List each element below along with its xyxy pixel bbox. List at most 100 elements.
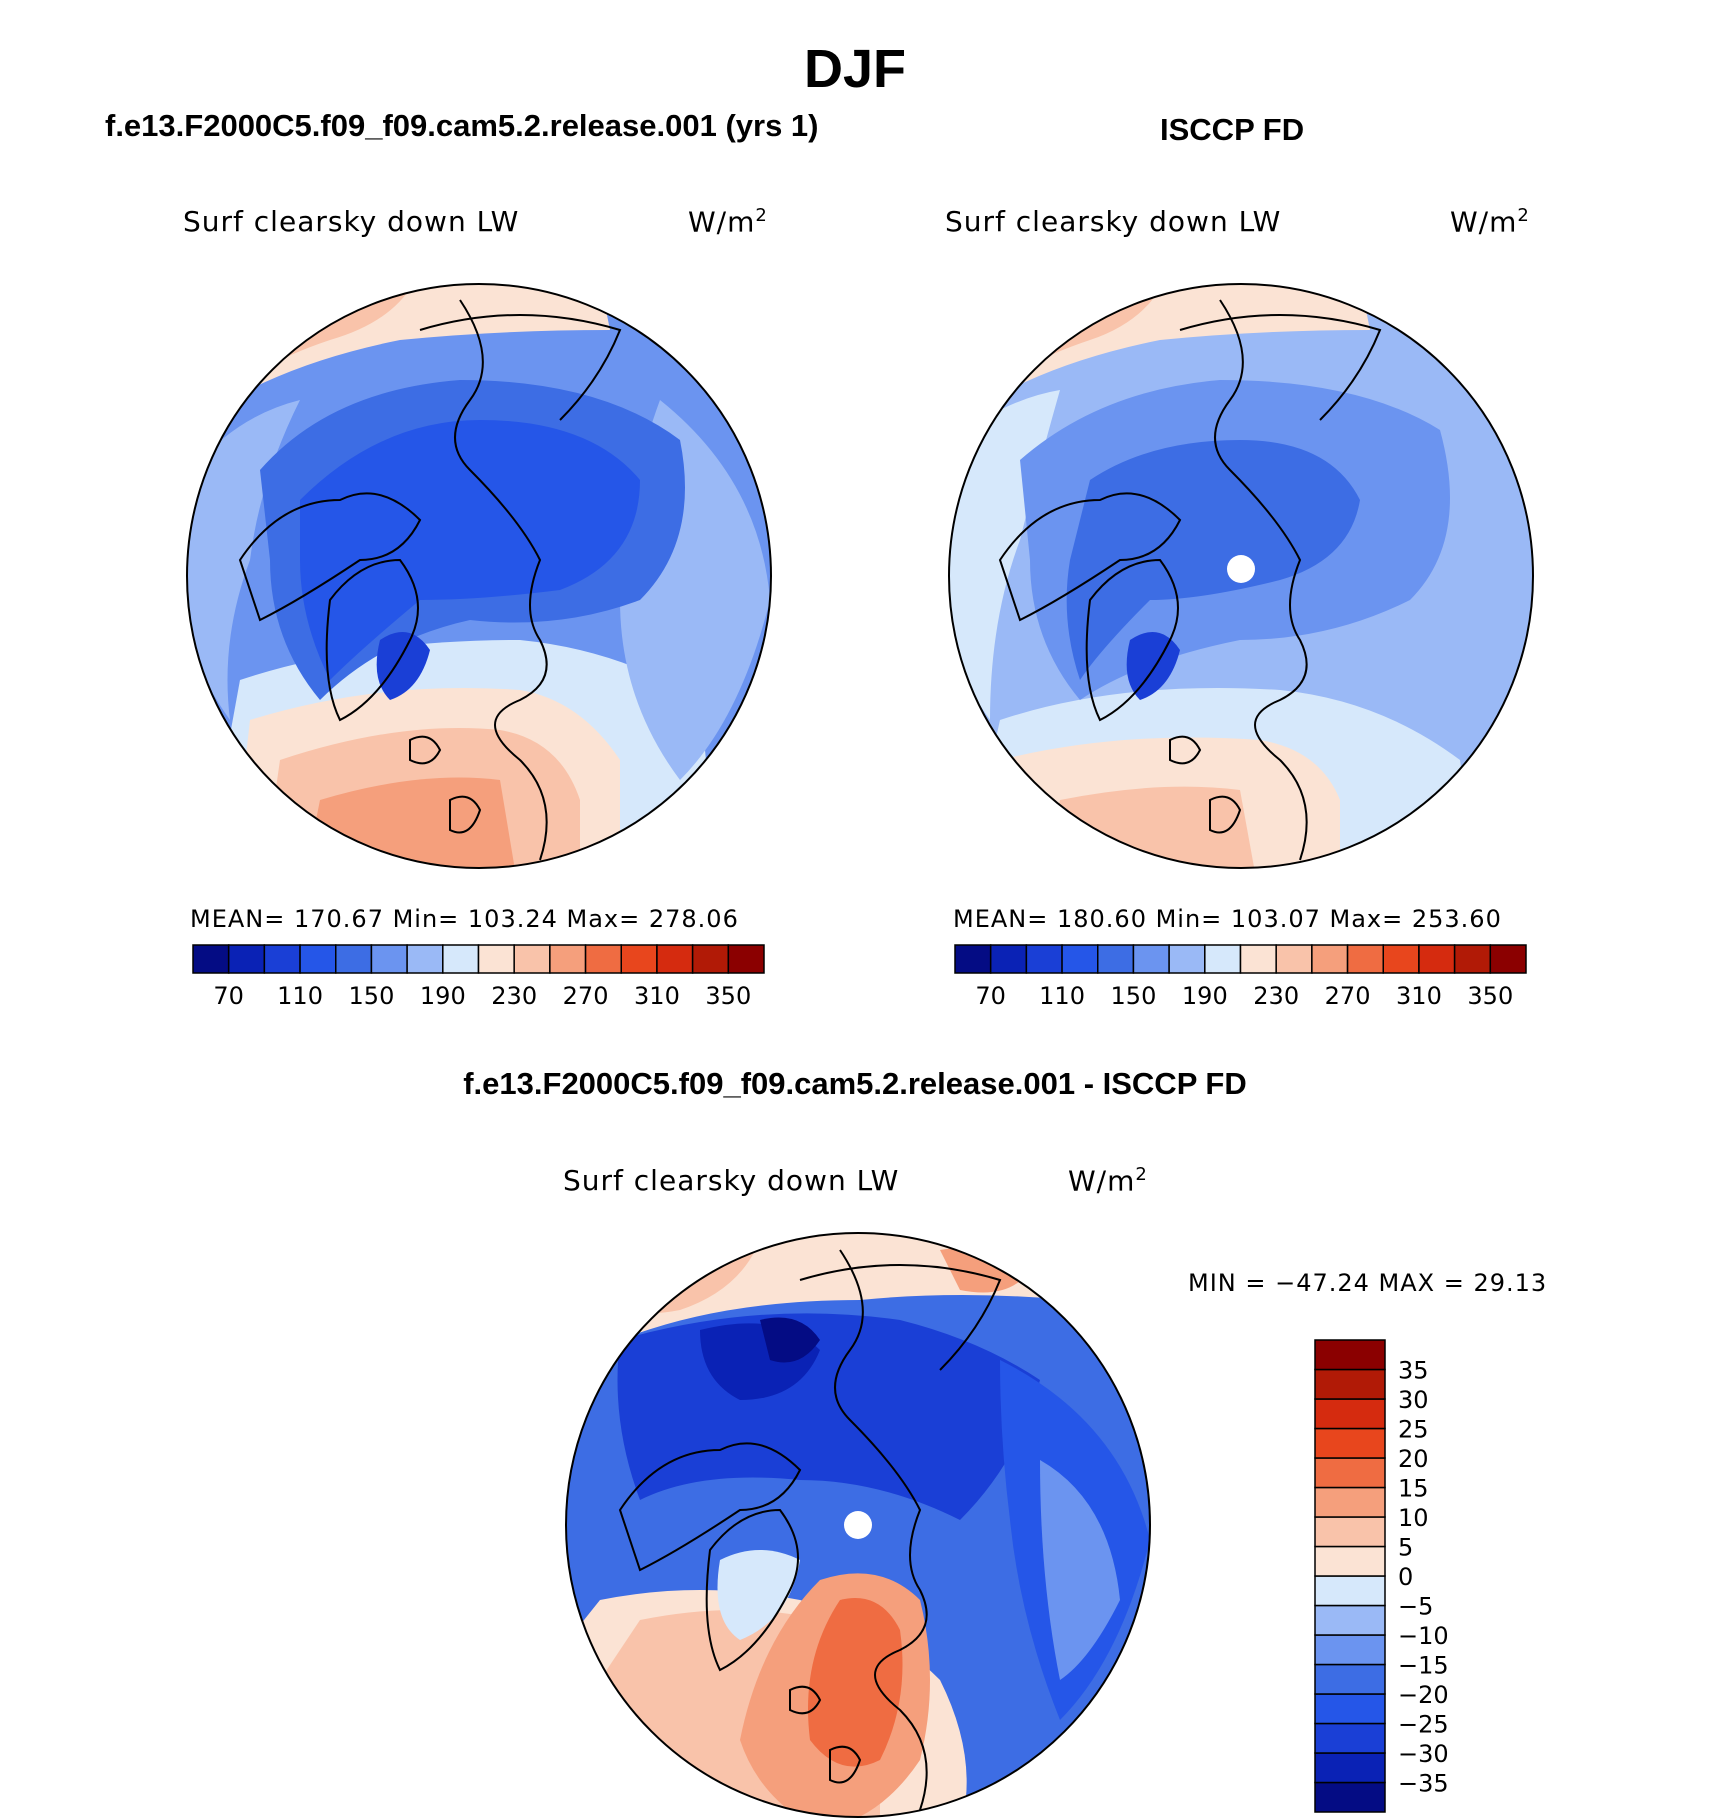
map1-band <box>376 632 430 700</box>
colorbar-swatch <box>227 944 266 974</box>
colorbar-swatch <box>691 944 730 974</box>
map-isccp <box>949 284 1533 868</box>
left-panel-title: f.e13.F2000C5.f09_f09.cam5.2.release.001… <box>105 108 819 143</box>
colorbar-tick-label: −25 <box>1398 1711 1449 1739</box>
colorbar-swatch <box>1132 944 1170 974</box>
map2-outline <box>948 283 1534 869</box>
colorbar-isccp: 70 110 150 190 230 270 310 350 <box>954 944 1527 1010</box>
map1-outline <box>186 283 772 869</box>
colorbar-swatch <box>549 944 587 974</box>
colorbar-swatch <box>1314 1486 1386 1518</box>
colorbar-swatch <box>620 944 658 974</box>
colorbar-swatch <box>1204 944 1242 974</box>
colorbar-tick-label: 310 <box>634 982 680 1010</box>
colorbar-swatch <box>1314 1339 1386 1371</box>
colorbar-swatch <box>1418 944 1456 974</box>
colorbar-tick-label: 15 <box>1398 1475 1429 1503</box>
colorbar-tick-label: 30 <box>1398 1386 1429 1414</box>
right-panel-title: ISCCP FD <box>1160 112 1305 147</box>
panel2-stats: MEAN= 180.60 Min= 103.07 Max= 253.60 <box>953 905 1502 933</box>
colorbar-swatch <box>1314 1545 1386 1577</box>
colorbar-swatch <box>1239 944 1277 974</box>
map3-band <box>808 1598 903 1767</box>
colorbar-swatch <box>477 944 515 974</box>
colorbar-swatch <box>406 944 444 974</box>
colorbar-swatch <box>1314 1722 1386 1754</box>
colorbar-swatch <box>1314 1516 1386 1548</box>
panel3-units-label: W/m2 <box>1068 1164 1148 1198</box>
colorbar-tick-label: 70 <box>213 982 244 1010</box>
map3-band <box>717 1550 800 1640</box>
colorbar-tick-label: 230 <box>491 982 537 1010</box>
colorbar-model: 70 110 150 190 230 270 310 350 <box>192 944 765 1010</box>
colorbar-swatch <box>1314 1427 1386 1459</box>
colorbar-swatch <box>1314 1457 1386 1489</box>
colorbar-tick-label: 230 <box>1253 982 1299 1010</box>
colorbar-swatch <box>1489 944 1527 974</box>
colorbar-swatch <box>192 944 230 974</box>
colorbar-swatch <box>1314 1693 1386 1725</box>
map2-band <box>1040 786 1260 868</box>
colorbar-tick-label: 350 <box>705 982 751 1010</box>
colorbar-swatch <box>584 944 622 974</box>
colorbar-tick-label: 190 <box>1182 982 1228 1010</box>
colorbar-tick-label: 10 <box>1398 1504 1429 1532</box>
map3-pole-gap <box>844 1511 872 1539</box>
map-model <box>187 284 771 868</box>
colorbar-tick-label: 350 <box>1467 982 1513 1010</box>
colorbar-swatch <box>1382 944 1420 974</box>
colorbar-tick-label: −15 <box>1398 1652 1449 1680</box>
panel1-units-label: W/m2 <box>688 205 768 239</box>
colorbar-swatch <box>954 944 992 974</box>
colorbar-swatch <box>989 944 1028 974</box>
colorbar-swatch <box>1314 1752 1386 1784</box>
colorbar-swatch <box>1314 1781 1386 1813</box>
map3-band <box>1040 1460 1120 1680</box>
colorbar-swatch <box>370 944 408 974</box>
figure-title: DJF <box>803 39 906 99</box>
panel2-variable-label: Surf clearsky down LW <box>945 205 1282 238</box>
colorbar-tick-label: −35 <box>1398 1770 1449 1798</box>
colorbar-swatch <box>1314 1368 1386 1400</box>
colorbar-swatch <box>1168 944 1206 974</box>
colorbar-swatch <box>442 944 480 974</box>
map1-band <box>300 420 640 680</box>
colorbar-swatch <box>299 944 337 974</box>
colorbar-tick-label: −10 <box>1398 1622 1449 1650</box>
colorbar-tick-label: 5 <box>1398 1534 1413 1562</box>
colorbar-tick-label: 110 <box>1039 982 1085 1010</box>
panel1-stats: MEAN= 170.67 Min= 103.24 Max= 278.06 <box>190 905 739 933</box>
panel1-variable-label: Surf clearsky down LW <box>183 205 520 238</box>
colorbar-swatch <box>263 944 301 974</box>
colorbar-tick-label: 150 <box>349 982 395 1010</box>
map1-coastlines <box>238 299 622 861</box>
colorbar-swatch <box>1097 944 1135 974</box>
colorbar-tick-label: 150 <box>1111 982 1157 1010</box>
map2-coastlines <box>998 299 1382 861</box>
colorbar-swatch <box>656 944 694 974</box>
colorbar-tick-label: −5 <box>1398 1593 1433 1621</box>
colorbar-tick-label: 110 <box>277 982 323 1010</box>
colorbar-tick-label: 270 <box>1325 982 1371 1010</box>
map-difference <box>566 1233 1150 1817</box>
panel3-stats: MIN = −47.24 MAX = 29.13 <box>1188 1269 1548 1297</box>
colorbar-swatch <box>335 944 373 974</box>
panel3-variable-label: Surf clearsky down LW <box>563 1164 900 1197</box>
colorbar-swatch <box>513 944 551 974</box>
colorbar-tick-label: −20 <box>1398 1681 1449 1709</box>
colorbar-tick-label: 310 <box>1396 982 1442 1010</box>
colorbar-tick-label: 0 <box>1398 1563 1413 1591</box>
colorbar-tick-label: 25 <box>1398 1416 1429 1444</box>
colorbar-swatch <box>727 944 765 974</box>
map1-band <box>300 777 520 868</box>
colorbar-tick-label: 270 <box>563 982 609 1010</box>
colorbar-swatch <box>1346 944 1384 974</box>
colorbar-tick-label: 35 <box>1398 1357 1429 1385</box>
colorbar-swatch <box>1314 1575 1386 1607</box>
colorbar-swatch <box>1061 944 1099 974</box>
map2-band <box>1066 440 1360 680</box>
colorbar-swatch <box>1311 944 1349 974</box>
colorbar-swatch <box>1314 1398 1386 1430</box>
